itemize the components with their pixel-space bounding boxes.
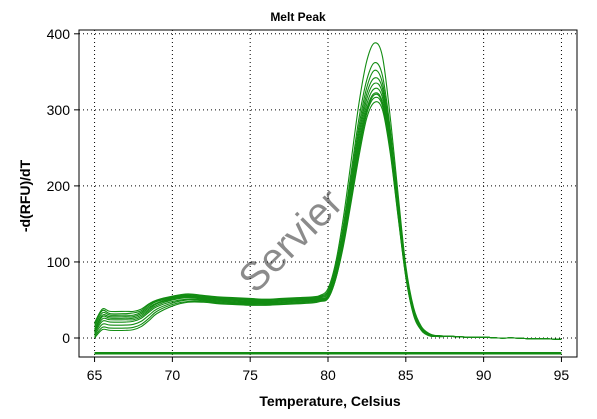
series-line-10	[94, 93, 562, 341]
y-tick-label: 300	[47, 102, 71, 118]
x-tick-label: 85	[398, 367, 414, 383]
y-tick-label: 100	[47, 254, 71, 270]
x-tick-label: 65	[87, 367, 103, 383]
y-axis-ticks: 0 100 200 300 400	[47, 26, 79, 346]
x-tick-label: 70	[165, 367, 181, 383]
x-tick-label: 75	[242, 367, 258, 383]
x-tick-label: 90	[476, 367, 492, 383]
chart-title: Melt Peak	[270, 10, 326, 24]
x-axis-label: Temperature, Celsius	[259, 393, 401, 409]
y-tick-label: 400	[47, 26, 71, 42]
y-tick-label: 200	[47, 178, 71, 194]
x-axis-ticks: 65 70 75 80 85 90 95	[87, 357, 570, 383]
series-layer	[94, 42, 562, 355]
y-tick-label: 0	[62, 330, 70, 346]
x-tick-label: 95	[554, 367, 570, 383]
y-axis-label: -d(RFU)/dT	[17, 159, 33, 232]
x-tick-label: 80	[320, 367, 336, 383]
